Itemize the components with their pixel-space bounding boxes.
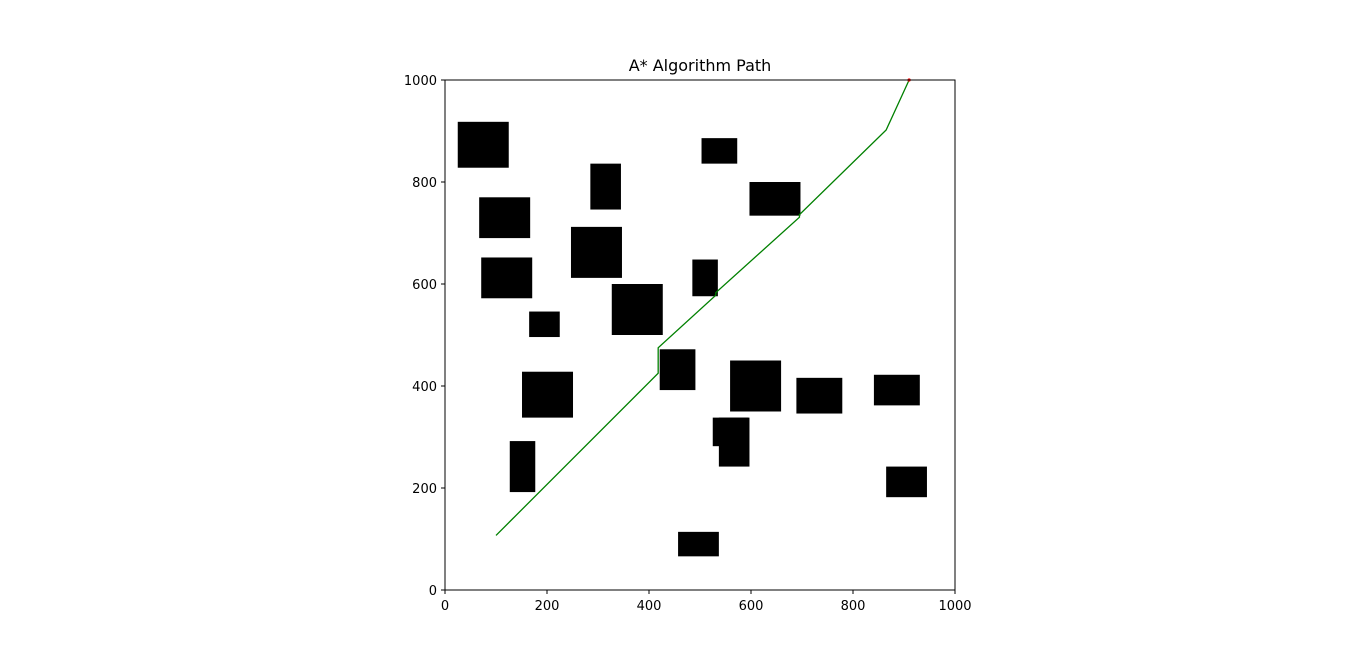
plot-area <box>444 78 956 591</box>
y-tick-label: 400 <box>412 380 437 395</box>
y-axis: 0 200 400 600 800 1000 <box>404 74 445 599</box>
obstacle-5 <box>479 197 531 239</box>
x-tick-label: 400 <box>637 599 662 614</box>
x-tick-label: 1000 <box>938 599 971 614</box>
obstacle-12 <box>730 360 782 412</box>
obstacle-8 <box>692 259 718 297</box>
axes-frame <box>444 79 956 591</box>
x-axis: 0 200 400 600 800 1000 <box>441 590 972 614</box>
y-tick-label: 0 <box>429 584 437 599</box>
chart-title: A* Algorithm Path <box>629 56 772 75</box>
obstacle-19 <box>886 466 927 498</box>
y-tick-label: 200 <box>412 482 437 497</box>
y-tick-label: 600 <box>412 278 437 293</box>
axes-background <box>445 80 955 590</box>
obstacle-13 <box>522 371 574 418</box>
path-line <box>495 79 910 536</box>
x-tick-label: 200 <box>535 599 560 614</box>
obstacle-10 <box>529 311 560 338</box>
y-tick-label: 1000 <box>404 74 437 89</box>
obstacle-18 <box>509 441 536 493</box>
obstacle-17 <box>718 417 750 467</box>
obstacle-7 <box>481 257 533 299</box>
obstacle-4 <box>749 182 801 216</box>
x-tick-label: 600 <box>739 599 764 614</box>
obstacle-11 <box>659 349 696 391</box>
x-tick-label: 0 <box>441 599 449 614</box>
obstacle-20 <box>678 531 719 557</box>
obstacle-6 <box>570 226 622 278</box>
obstacle-3 <box>590 163 621 210</box>
obstacle-9 <box>611 284 663 335</box>
y-tick-label: 800 <box>412 176 437 191</box>
obstacle-15 <box>873 374 920 406</box>
obstacle-2 <box>701 138 738 164</box>
obstacle-14 <box>796 377 843 414</box>
x-tick-label: 800 <box>841 599 866 614</box>
obstacle-layer <box>457 121 927 557</box>
obstacle-1 <box>457 121 509 168</box>
